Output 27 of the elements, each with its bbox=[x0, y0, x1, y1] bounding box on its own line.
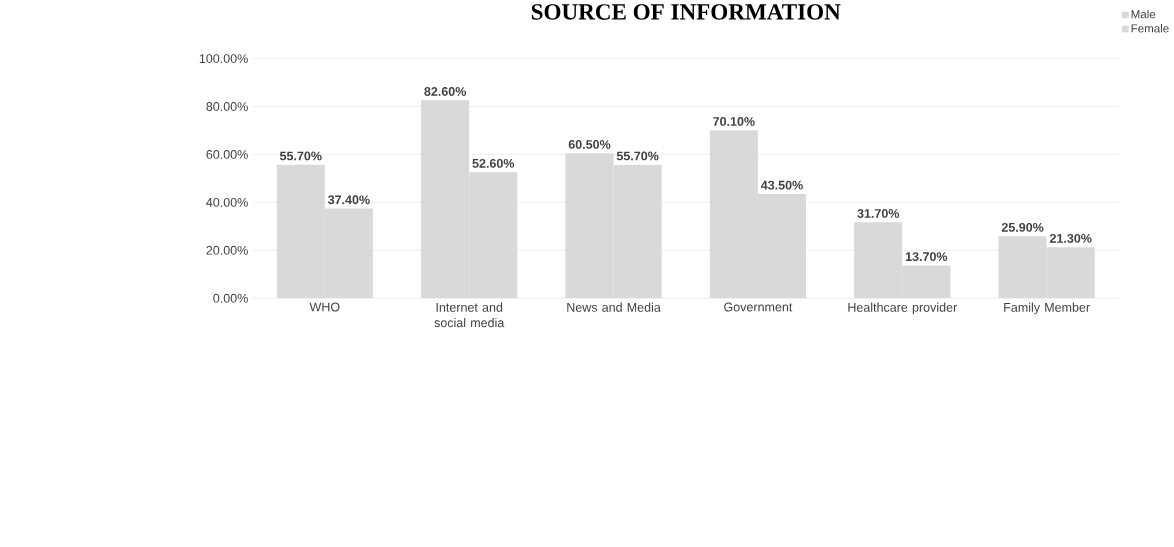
y-tick-label: 100.00% bbox=[199, 53, 248, 63]
x-tick-label: Healthcare provider bbox=[848, 302, 957, 315]
data-label: 60.50% bbox=[568, 139, 611, 149]
x-tick-label: Internet and social media bbox=[434, 302, 505, 327]
data-label: 82.60% bbox=[424, 86, 467, 96]
legend-label: Male bbox=[1131, 9, 1156, 19]
data-label: 55.70% bbox=[279, 151, 322, 161]
x-tick-label: News and Media bbox=[567, 302, 661, 312]
y-tick-label: 60.00% bbox=[206, 149, 248, 159]
y-tick-label: 40.00% bbox=[206, 197, 248, 207]
data-label: 70.10% bbox=[713, 116, 755, 126]
y-tick-label: 80.00% bbox=[206, 101, 248, 111]
y-tick-label: 20.00% bbox=[206, 245, 248, 255]
data-label: 52.60% bbox=[472, 158, 515, 168]
x-tick-label: WHO bbox=[309, 302, 340, 312]
data-label: 31.70% bbox=[857, 208, 900, 218]
data-label: 21.30% bbox=[1049, 233, 1092, 243]
x-tick-label: Government bbox=[724, 302, 793, 312]
chart-title: SOURCE OF INFORMATION bbox=[531, 3, 841, 20]
data-label: 25.90% bbox=[1001, 222, 1044, 232]
x-tick-label: Family Member bbox=[1004, 302, 1090, 315]
data-label: 43.50% bbox=[760, 180, 803, 190]
data-label: 55.70% bbox=[616, 151, 659, 161]
data-label: 37.40% bbox=[327, 195, 370, 205]
legend-label: Female bbox=[1131, 23, 1169, 33]
data-label: 13.70% bbox=[905, 251, 948, 261]
y-tick-label: 0.00% bbox=[213, 293, 248, 303]
